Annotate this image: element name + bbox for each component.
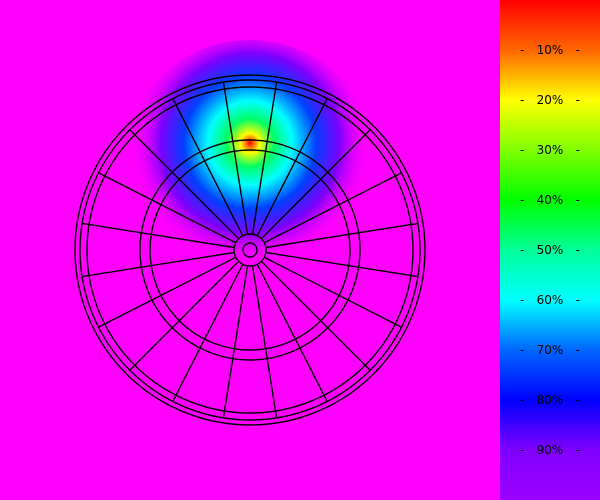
segment-divider-line: [129, 129, 240, 240]
segment-divider-line: [129, 260, 240, 371]
segment-divider-line: [172, 98, 244, 237]
legend-tick-right: -: [575, 243, 580, 257]
legend-percent-label: 70%: [536, 343, 564, 357]
double-inner-ring: [86, 86, 414, 414]
segment-divider-line: [81, 251, 235, 278]
legend-tick-right: -: [575, 93, 580, 107]
color-scale-legend: -10% - -20% - -30% - -40% - -50% - -60% - -70% - -80% -…: [500, 0, 600, 500]
dartboard-area: [74, 40, 426, 426]
segment-divider-line: [172, 263, 244, 402]
segment-divider-line: [98, 172, 237, 244]
double-outer-ring: [79, 79, 421, 421]
legend-percent-label: 80%: [536, 393, 564, 407]
legend-tick-left: -: [520, 243, 525, 257]
legend-percent-label: 10%: [536, 43, 564, 57]
legend-label-row: -30% -: [500, 142, 600, 158]
segment-divider-line: [98, 256, 237, 328]
segment-divider-line: [260, 129, 371, 240]
dartboard-wireframe: [74, 74, 426, 426]
legend-label-row: -50% -: [500, 242, 600, 258]
outer-frame-ring: [74, 74, 426, 426]
legend-percent-label: 90%: [536, 443, 564, 457]
legend-tick-left: -: [520, 93, 525, 107]
legend-percent-label: 50%: [536, 243, 564, 257]
segment-divider-line: [251, 81, 278, 235]
legend-percent-label: 60%: [536, 293, 564, 307]
bullseye-ring: [242, 242, 258, 258]
segment-divider-line: [260, 260, 371, 371]
legend-label-row: -70% -: [500, 342, 600, 358]
legend-label-row: -90% -: [500, 442, 600, 458]
legend-percent-label: 30%: [536, 143, 564, 157]
legend-tick-left: -: [520, 43, 525, 57]
legend-label-row: -40% -: [500, 192, 600, 208]
legend-label-row: -80% -: [500, 392, 600, 408]
legend-tick-right: -: [575, 193, 580, 207]
segment-divider-line: [256, 98, 328, 237]
legend-label-row: -20% -: [500, 92, 600, 108]
outer-bull-ring: [233, 233, 267, 267]
legend-tick-right: -: [575, 393, 580, 407]
legend-tick-left: -: [520, 443, 525, 457]
legend-tick-right: -: [575, 293, 580, 307]
segment-divider-line: [222, 265, 249, 419]
dartboard-heatmap: [74, 40, 426, 426]
legend-tick-right: -: [575, 343, 580, 357]
segment-divider-line: [263, 256, 402, 328]
segment-divider-line: [263, 172, 402, 244]
legend-tick-left: -: [520, 293, 525, 307]
legend-tick-left: -: [520, 193, 525, 207]
segment-divider-line: [222, 81, 249, 235]
legend-tick-left: -: [520, 393, 525, 407]
legend-percent-label: 20%: [536, 93, 564, 107]
segment-divider-line: [251, 265, 278, 419]
legend-tick-right: -: [575, 143, 580, 157]
segment-divider-line: [81, 222, 235, 249]
legend-label-row: -10% -: [500, 42, 600, 58]
segment-divider-line: [265, 222, 419, 249]
segment-divider-line: [265, 251, 419, 278]
triple-outer-ring: [139, 139, 361, 361]
legend-tick-left: -: [520, 143, 525, 157]
triple-inner-ring: [149, 149, 351, 351]
legend-tick-right: -: [575, 43, 580, 57]
legend-label-row: -60% -: [500, 292, 600, 308]
legend-tick-left: -: [520, 343, 525, 357]
legend-percent-label: 40%: [536, 193, 564, 207]
segment-divider-line: [256, 263, 328, 402]
legend-tick-right: -: [575, 443, 580, 457]
